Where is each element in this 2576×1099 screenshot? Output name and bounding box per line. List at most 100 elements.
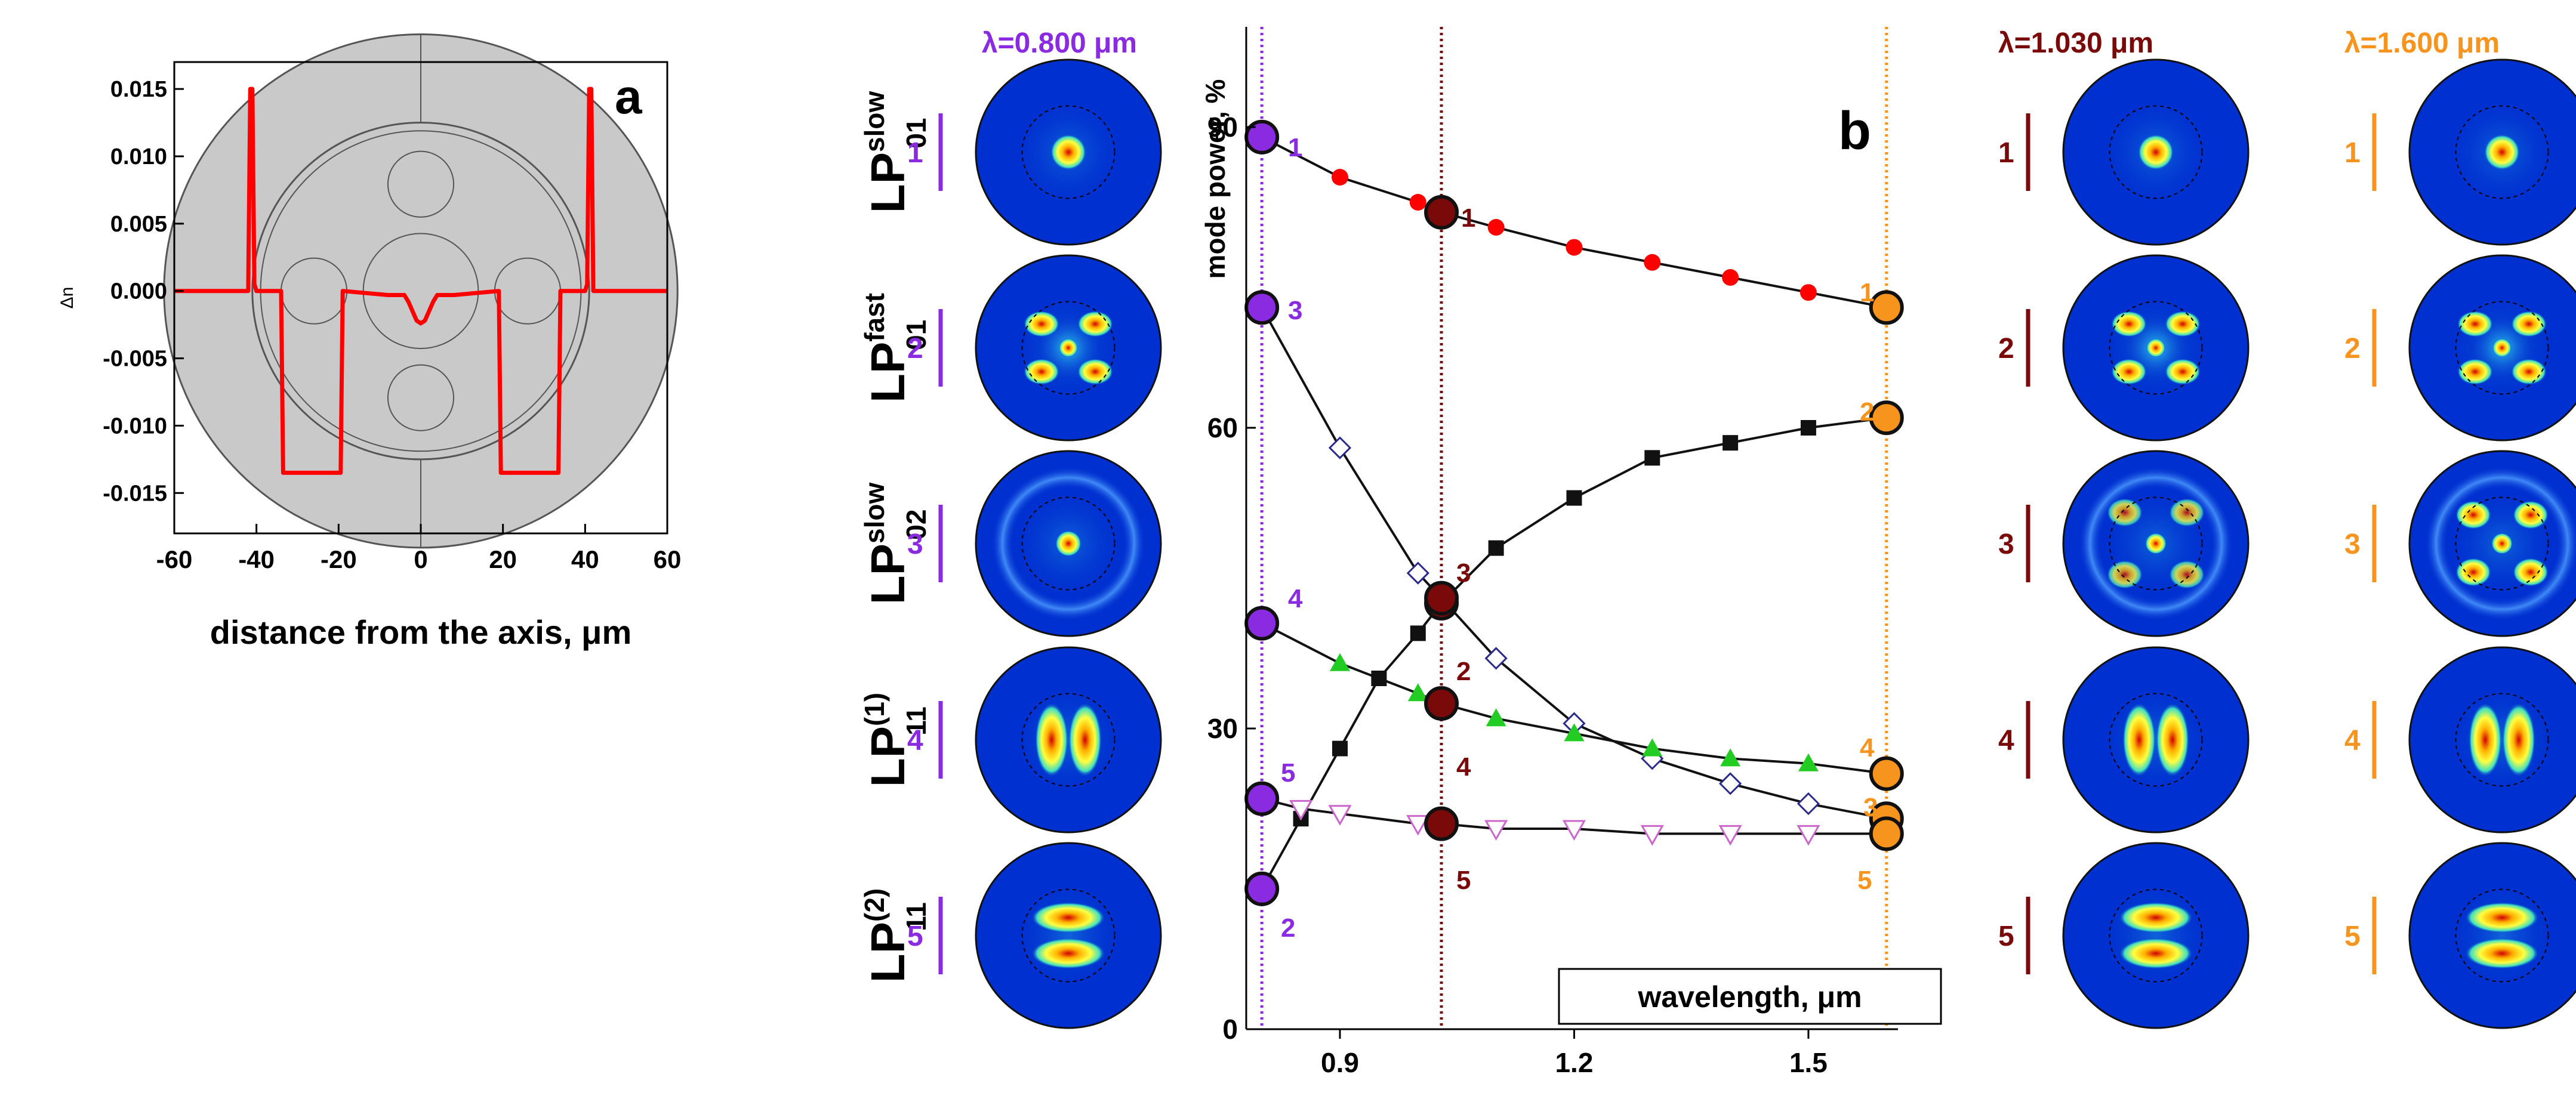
mode-cell-0800-4: 4 — [907, 646, 1162, 833]
svg-text:LP(2)11: LP(2) 11 — [859, 888, 932, 983]
panel-b-y-tick-label: 30 — [1207, 713, 1238, 744]
mode-lobe — [1024, 359, 1059, 385]
mode-index-label: 2 — [907, 333, 923, 365]
mode-cell-1600-5: 5 — [2344, 842, 2576, 1029]
mode-name-sup: (2) — [859, 888, 890, 922]
mode-name-sub: 01 — [901, 118, 932, 149]
data-point — [1406, 815, 1430, 836]
panel-a-letter: a — [615, 70, 643, 124]
fiber-stress-rod — [387, 364, 455, 431]
highlight-point — [1244, 290, 1280, 325]
mode-cell-1600-3: 3 — [2344, 450, 2576, 637]
mode-cell-1030-3: 3 — [1998, 450, 2250, 637]
mode-name-sup: slow — [859, 91, 890, 152]
mode-name-sub: 02 — [901, 510, 932, 540]
mode-lobe — [2169, 498, 2205, 527]
mode-lobe — [2511, 359, 2547, 385]
mode-index-label: 2 — [2344, 333, 2361, 365]
mode-lobe — [2107, 560, 2143, 589]
mode-index-label: 3 — [907, 529, 923, 560]
mode-core-outline — [2109, 301, 2203, 395]
mode-lobe — [2513, 558, 2549, 586]
series-triangle-down — [1250, 790, 1899, 846]
label-1030-4: 4 — [1456, 752, 1471, 782]
panel-b-x-tick-label: 1.5 — [1789, 1047, 1828, 1078]
panel-b-xlabel: wavelength, μm — [1637, 980, 1862, 1014]
mode-column-1030: 1 2 3 4 5 — [1998, 58, 2250, 1029]
panel-b-y-tick-label: 60 — [1207, 412, 1238, 443]
mode-core-outline — [1021, 496, 1116, 591]
highlight-point — [1869, 816, 1904, 851]
mode-lobe — [2511, 311, 2547, 337]
mode-core-outline — [2109, 105, 2203, 199]
highlight-point — [1244, 781, 1280, 816]
panel-b-x-tick-label: 1.2 — [1555, 1047, 1593, 1078]
data-point — [1487, 219, 1505, 236]
panel-b: 0.9 1.2 1.5 0 30 60 90 b mode power, % wavelen… — [1200, 27, 1942, 1078]
mode-name-4: LP(1) 11 — [859, 693, 932, 787]
panel-a-y-tick-label: 0.010 — [110, 144, 167, 169]
mode-lobe — [2492, 338, 2512, 357]
data-point — [1800, 420, 1816, 436]
mode-index-label: 4 — [907, 725, 923, 757]
mode-lobe — [2457, 311, 2493, 337]
data-point — [1722, 269, 1739, 286]
mode-core-outline — [2109, 496, 2203, 591]
mode-index-label: 1 — [907, 137, 923, 169]
wavelength-1030: λ=1.030 μm — [1998, 27, 2153, 59]
panel-a-ticks: -60 -40 -20 0 20 40 60 0.015 0.010 0.005 0.000 -0.0… — [103, 77, 681, 573]
mode-column-1600: 1 2 3 4 5 — [2344, 58, 2576, 1029]
mode-index-label: 5 — [907, 921, 923, 952]
highlight-point — [1869, 290, 1904, 325]
svg-text:LP(1)11: LP(1) 11 — [859, 693, 932, 787]
mode-lobe — [2145, 533, 2167, 554]
panel-b-y-tick-label: 90 — [1207, 112, 1238, 143]
data-point — [1329, 653, 1350, 671]
mode-core-outline — [1021, 693, 1116, 787]
mode-lobe — [1059, 338, 1078, 357]
panel-b-ticks: 0.9 1.2 1.5 0 30 60 90 — [1207, 112, 1828, 1078]
label-1600-3: 3 — [1863, 793, 1878, 822]
mode-lobe — [2484, 134, 2520, 170]
mode-lobe — [1055, 530, 1081, 557]
panel-a-y-tick-label: -0.005 — [103, 347, 167, 372]
mode-name-sub: 01 — [901, 320, 932, 350]
data-point — [1484, 820, 1508, 841]
panel-a-y-tick-label: 0.000 — [110, 279, 167, 304]
label-1600-2: 2 — [1860, 397, 1874, 427]
data-point — [1723, 435, 1739, 451]
mode-lobe — [2122, 703, 2156, 777]
mode-name-sup: fast — [859, 293, 890, 342]
mode-index-label: 1 — [1998, 137, 2014, 169]
fiber-stress-rod — [387, 150, 455, 218]
mode-lobe — [1031, 938, 1105, 969]
mode-cell-0800-2: 2 — [907, 254, 1162, 442]
highlight-point — [1424, 686, 1459, 721]
data-point — [1797, 825, 1820, 846]
mode-lobe — [2513, 501, 2549, 529]
wavelength-1600: λ=1.600 μm — [2344, 27, 2500, 59]
mode-lobe — [2491, 533, 2513, 554]
mode-lobe — [2146, 338, 2165, 357]
panel-a-y-tick-label: 0.005 — [110, 212, 167, 237]
mode-lobe — [2138, 134, 2174, 170]
data-point — [1484, 647, 1508, 670]
panel-b-wavelength-markers — [1260, 27, 1888, 1029]
series-line — [1261, 307, 1887, 820]
panel-b-xlabel-box — [1558, 968, 1942, 1025]
mode-lobe — [2502, 703, 2535, 777]
mode-halo — [1010, 878, 1126, 993]
mode-core-outline — [1021, 888, 1116, 983]
panel-a-x-tick-label: 40 — [571, 545, 599, 573]
label-1030-2: 2 — [1456, 657, 1471, 686]
panel-a-ylabel: Δn — [57, 287, 77, 309]
mode-core-outline — [2455, 301, 2549, 395]
highlight-point — [1244, 606, 1280, 641]
data-point — [1644, 254, 1661, 271]
data-point — [1328, 436, 1352, 459]
mode-core-outline — [2109, 888, 2203, 983]
data-point — [1718, 772, 1742, 795]
data-point — [1642, 738, 1663, 757]
